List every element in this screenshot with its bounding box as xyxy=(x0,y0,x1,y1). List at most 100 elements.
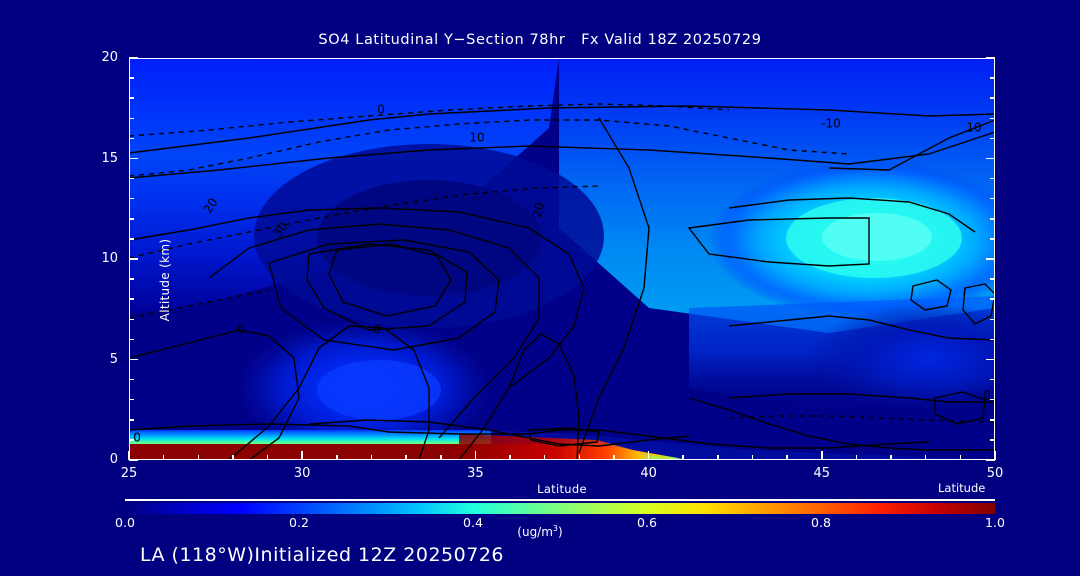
y-tick-minor xyxy=(990,318,995,321)
y-tick-minor xyxy=(129,439,134,441)
y-tick-label: 10 xyxy=(101,251,118,266)
contour-0-right xyxy=(728,315,995,341)
contour-neg10-b xyxy=(129,119,850,177)
x-tick-label: 30 xyxy=(293,466,311,481)
contour-closed-right-c xyxy=(934,391,986,425)
x-tick-minor xyxy=(924,455,927,460)
contour-neg10-e xyxy=(728,415,995,423)
contour-label-zero-a: 0 xyxy=(377,103,385,117)
contour-label-ten-b: 10 xyxy=(966,121,981,135)
contour-label-twenty-b-text: 20 xyxy=(530,201,547,219)
contour-cyanmax-box xyxy=(687,217,870,267)
y-tick-minor xyxy=(129,398,134,401)
x-tick-major xyxy=(474,451,477,460)
x-tick-minor xyxy=(855,455,858,460)
y-tick-label: 5 xyxy=(109,351,118,367)
colorbar-tick-label: 0.6 xyxy=(637,515,657,530)
y-axis-title: Altitude (km) xyxy=(158,238,172,322)
y-tick-minor xyxy=(990,439,995,441)
y-tick-minor xyxy=(990,197,995,200)
y-tick-minor xyxy=(129,318,134,321)
colorbar[interactable] xyxy=(125,503,995,514)
x-tick-minor xyxy=(370,455,373,460)
contour-10-right xyxy=(828,119,995,171)
colorbar-gradient xyxy=(125,503,995,514)
y-tick-minor xyxy=(129,238,134,240)
colorbar-units-exponent: 3 xyxy=(552,524,559,533)
colorbar-tick-label: 0.4 xyxy=(463,515,483,530)
contour-label-neg10: -10 xyxy=(821,117,841,131)
y-tick-major xyxy=(986,459,995,461)
colorbar-side-label: Latitude xyxy=(938,481,986,495)
contour-10-upper xyxy=(129,131,995,179)
y-tick-minor xyxy=(990,398,995,401)
y-tick-minor xyxy=(129,77,134,79)
x-tick-minor xyxy=(336,455,338,460)
contour-0-upper xyxy=(129,105,995,154)
x-tick-minor xyxy=(717,455,719,460)
y-tick-minor xyxy=(129,197,134,200)
contour-label-twenty-a: 20 xyxy=(201,196,221,216)
x-tick-major xyxy=(128,451,130,460)
x-tick-minor xyxy=(613,455,615,460)
contour-surface-d xyxy=(688,397,995,451)
x-tick-minor xyxy=(405,455,407,460)
x-tick-minor xyxy=(959,455,962,460)
y-tick-minor xyxy=(990,378,995,381)
contour-0-right-lower xyxy=(728,393,995,403)
contour-20-left xyxy=(129,207,585,389)
contour-neg10-c xyxy=(129,185,600,259)
contour-label-ten-b-text: 10 xyxy=(966,121,981,135)
colorbar-tick-label: 1.0 xyxy=(985,515,1005,530)
field-surface-saturated xyxy=(129,444,491,460)
contour-label-zero-a-text: 0 xyxy=(377,103,385,117)
x-tick-major xyxy=(647,451,650,460)
x-tick-label: 40 xyxy=(640,466,657,481)
y-tick-minor xyxy=(990,177,995,180)
field-mid-level-core xyxy=(317,360,441,420)
contour-lines xyxy=(129,103,995,460)
x-tick-minor xyxy=(509,455,511,460)
y-tick-minor xyxy=(129,218,134,220)
contour-neg10-d xyxy=(129,289,270,319)
chart-title: SO4 Latitudinal Y−Section 78hr Fx Valid … xyxy=(318,32,762,48)
contour-0-midleft-b xyxy=(228,325,430,460)
field-jet-core-darker xyxy=(317,180,541,296)
cross-section-plot: -10 0 10 10 20 30 xyxy=(129,58,995,460)
x-tick-minor xyxy=(890,455,892,460)
x-tick-minor xyxy=(162,455,165,460)
contour-cyanmax-top xyxy=(728,197,976,233)
y-tick-minor xyxy=(990,117,995,120)
x-tick-minor xyxy=(197,455,200,460)
y-tick-minor xyxy=(129,97,134,99)
x-tick-major xyxy=(301,451,303,460)
y-tick-minor xyxy=(990,137,995,140)
contour-50 xyxy=(306,243,468,331)
y-tick-major xyxy=(129,57,138,59)
y-tick-minor xyxy=(990,338,995,341)
x-axis-title: Latitude xyxy=(537,482,587,496)
contour-30 xyxy=(208,223,540,439)
colorbar-units-close: ) xyxy=(558,525,563,539)
y-tick-major xyxy=(986,157,995,160)
contour-surface-c xyxy=(598,429,930,449)
contour-label-zero-c: 0 xyxy=(373,323,381,337)
x-tick-minor xyxy=(786,455,788,460)
contour-60 xyxy=(328,243,452,317)
y-tick-minor xyxy=(990,278,995,280)
colorbar-tick-label: 0.2 xyxy=(289,515,309,530)
contour-surface-b xyxy=(308,419,690,447)
x-tick-minor xyxy=(751,455,754,460)
y-tick-minor xyxy=(990,77,995,79)
x-tick-minor xyxy=(232,455,234,460)
y-tick-minor xyxy=(990,298,995,300)
x-tick-minor xyxy=(266,455,269,460)
y-tick-major xyxy=(986,258,995,260)
x-tick-minor xyxy=(440,455,442,460)
contour-neg10-a xyxy=(129,103,730,137)
contour-label-ten-a-text: 10 xyxy=(469,131,484,145)
y-tick-major xyxy=(129,358,138,361)
y-tick-major xyxy=(986,358,995,361)
contour-closed-plume xyxy=(528,427,600,447)
y-tick-minor xyxy=(129,137,134,140)
